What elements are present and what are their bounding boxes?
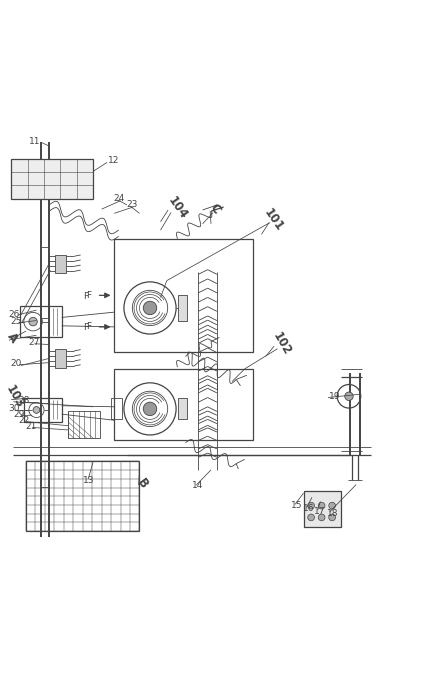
- Text: 22: 22: [19, 416, 30, 425]
- Text: F: F: [87, 323, 92, 331]
- Bar: [55, 349, 66, 368]
- Circle shape: [308, 502, 314, 509]
- Bar: [26, 462, 140, 531]
- Text: 11: 11: [29, 137, 41, 146]
- Bar: [68, 411, 100, 439]
- Circle shape: [143, 301, 157, 314]
- Bar: [178, 399, 187, 420]
- Bar: [19, 306, 62, 337]
- Text: 12: 12: [108, 156, 119, 165]
- Text: F: F: [83, 323, 88, 332]
- Text: 18: 18: [327, 509, 338, 517]
- Circle shape: [308, 514, 314, 521]
- Text: C: C: [207, 202, 223, 217]
- Text: 30: 30: [8, 405, 20, 414]
- Text: 16: 16: [303, 504, 314, 513]
- Text: 101: 101: [262, 206, 286, 234]
- Circle shape: [318, 502, 325, 509]
- Text: 25: 25: [10, 317, 22, 326]
- Circle shape: [329, 514, 335, 521]
- Circle shape: [143, 402, 157, 416]
- Text: 28: 28: [19, 396, 30, 405]
- Bar: [111, 399, 122, 420]
- Text: 102: 102: [270, 330, 293, 358]
- Circle shape: [345, 392, 353, 401]
- Circle shape: [29, 317, 37, 326]
- Bar: [55, 255, 66, 273]
- Bar: [114, 238, 253, 352]
- Text: F: F: [83, 292, 88, 301]
- Text: 15: 15: [291, 501, 303, 510]
- Text: 17: 17: [314, 507, 325, 515]
- Bar: [24, 399, 62, 422]
- Bar: [303, 491, 341, 527]
- Text: 20: 20: [10, 359, 22, 369]
- Text: 26: 26: [8, 310, 20, 318]
- Text: 13: 13: [83, 476, 94, 485]
- Circle shape: [318, 514, 325, 521]
- Text: 24: 24: [114, 194, 124, 203]
- Text: 29: 29: [14, 410, 25, 419]
- Circle shape: [33, 407, 40, 414]
- Text: 14: 14: [192, 481, 203, 490]
- Text: 21: 21: [25, 422, 36, 430]
- Text: B: B: [135, 476, 150, 491]
- Bar: [114, 369, 253, 441]
- Circle shape: [329, 502, 335, 509]
- Text: 19: 19: [329, 392, 340, 401]
- Text: F: F: [87, 291, 92, 300]
- Bar: [178, 295, 187, 320]
- Text: 27: 27: [28, 338, 39, 347]
- Text: A: A: [4, 330, 20, 345]
- Text: 103: 103: [3, 384, 26, 411]
- Text: 104: 104: [165, 194, 189, 221]
- Text: 23: 23: [126, 200, 138, 209]
- Bar: [11, 159, 93, 198]
